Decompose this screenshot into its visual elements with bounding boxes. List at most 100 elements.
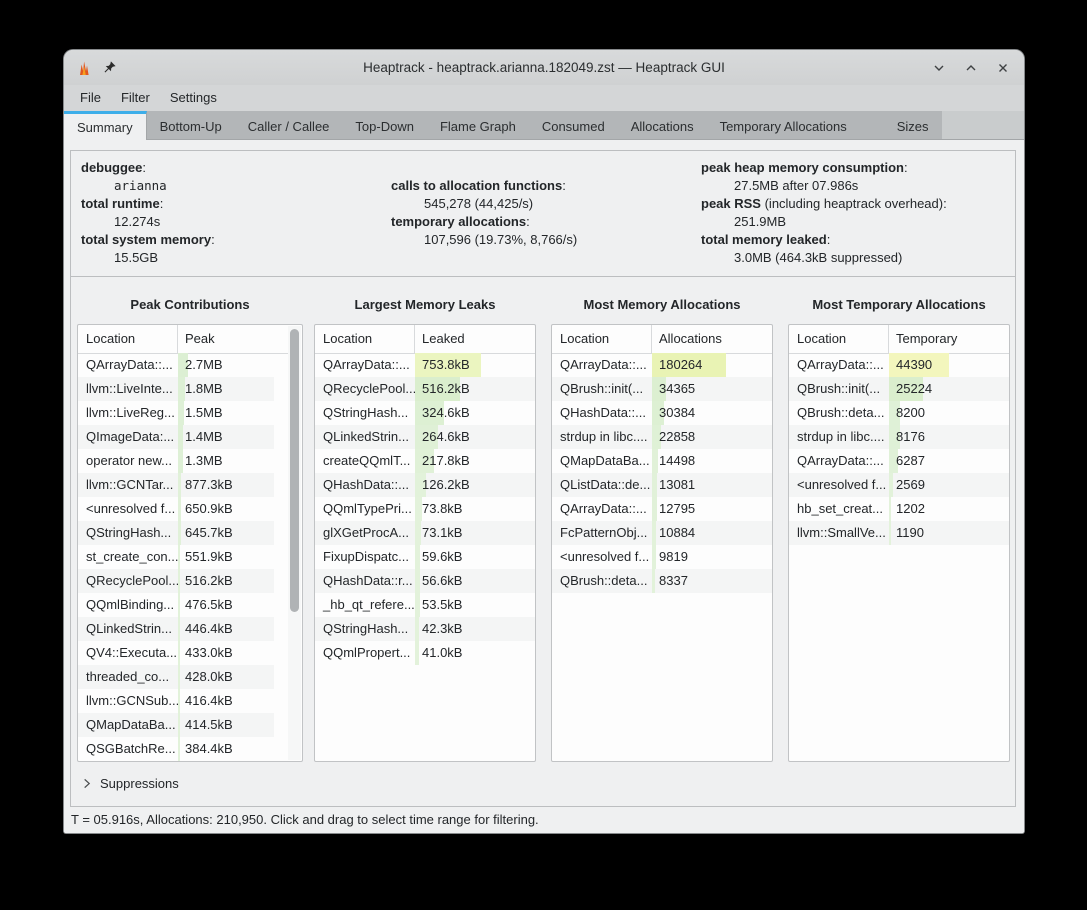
cost-bar xyxy=(415,641,419,665)
value-cell: 384.4kB xyxy=(178,737,274,761)
tab-temporary-allocations[interactable]: Temporary Allocations xyxy=(719,119,847,134)
tab-summary[interactable]: Summary xyxy=(64,111,147,140)
table-row[interactable]: QBrush::deta... 8200 xyxy=(789,401,1009,425)
value-cell: 2.7MB xyxy=(178,353,274,377)
value-text: 13081 xyxy=(659,477,696,492)
table-row[interactable]: QArrayData::... 753.8kB xyxy=(315,353,535,377)
column-header-leaked[interactable]: Leaked xyxy=(422,331,465,346)
stats-column-1: calls to allocation functions: 545,278 (4… xyxy=(391,159,577,249)
location-cell: createQQmlT... xyxy=(323,453,411,468)
table-row[interactable]: hb_set_creat... 1202 xyxy=(789,497,1009,521)
table-row[interactable]: QQmlBinding... 476.5kB xyxy=(78,593,274,617)
table-row[interactable]: QArrayData::... 180264 xyxy=(552,353,772,377)
column-header-peak[interactable]: Peak xyxy=(185,331,215,346)
table-row[interactable]: QArrayData::... 6287 xyxy=(789,449,1009,473)
table-row[interactable]: FixupDispatc... 59.6kB xyxy=(315,545,535,569)
table-row[interactable]: llvm::GCNTar... 877.3kB xyxy=(78,473,274,497)
table-row[interactable]: QMapDataBa... 14498 xyxy=(552,449,772,473)
status-bar[interactable]: T = 05.916s, Allocations: 210,950. Click… xyxy=(64,807,1024,833)
close-button[interactable] xyxy=(992,57,1014,79)
table-row[interactable]: operator new... 1.3MB xyxy=(78,449,274,473)
value-cell: 22858 xyxy=(652,425,772,449)
stat-label-temporary-allocations: temporary allocations: xyxy=(391,214,530,229)
tab-bottom-up[interactable]: Bottom-Up xyxy=(159,119,222,134)
table-row[interactable]: createQQmlT... 217.8kB xyxy=(315,449,535,473)
table-row[interactable]: QLinkedStrin... 446.4kB xyxy=(78,617,274,641)
table-row[interactable]: llvm::SmallVe... 1190 xyxy=(789,521,1009,545)
value-cell: 414.5kB xyxy=(178,713,274,737)
menu-filter[interactable]: Filter xyxy=(120,90,150,105)
table-row[interactable]: QMapDataBa... 414.5kB xyxy=(78,713,274,737)
table-row[interactable]: QStringHash... 42.3kB xyxy=(315,617,535,641)
table-row[interactable]: QV4::Executa... 433.0kB xyxy=(78,641,274,665)
menu-file[interactable]: File xyxy=(80,90,101,105)
cost-bar xyxy=(178,497,181,521)
minimize-button[interactable] xyxy=(928,57,950,79)
value-text: 645.7kB xyxy=(185,525,233,540)
table-row[interactable]: FcPatternObj... 10884 xyxy=(552,521,772,545)
column-header-location[interactable]: Location xyxy=(315,325,415,353)
value-cell: 73.8kB xyxy=(415,497,535,521)
table-row[interactable]: QStringHash... 645.7kB xyxy=(78,521,274,545)
tab-sizes[interactable]: Sizes xyxy=(896,119,929,134)
cost-bar xyxy=(652,425,661,449)
table-row[interactable]: QSGBatchRe... 384.4kB xyxy=(78,737,274,761)
pin-icon[interactable] xyxy=(102,60,117,75)
value-text: 1.5MB xyxy=(185,405,223,420)
table-row[interactable]: QQmlTypePri... 73.8kB xyxy=(315,497,535,521)
maximize-button[interactable] xyxy=(960,57,982,79)
cost-bar xyxy=(889,377,923,401)
column-header-location[interactable]: Location xyxy=(78,325,178,353)
table-row[interactable]: QStringHash... 324.6kB xyxy=(315,401,535,425)
table-row[interactable]: QHashData::r... 56.6kB xyxy=(315,569,535,593)
tab-flame-graph[interactable]: Flame Graph xyxy=(439,119,516,134)
table-row[interactable]: strdup in libc.... 22858 xyxy=(552,425,772,449)
table-row[interactable]: strdup in libc.... 8176 xyxy=(789,425,1009,449)
menu-settings[interactable]: Settings xyxy=(169,90,217,105)
tab-caller-callee[interactable]: Caller / Callee xyxy=(247,119,330,134)
table-row[interactable]: threaded_co... 428.0kB xyxy=(78,665,274,689)
column-header-allocations[interactable]: Allocations xyxy=(659,331,722,346)
location-cell: QArrayData::... xyxy=(560,501,647,516)
table-row[interactable]: QBrush::init(... 34365 xyxy=(552,377,772,401)
table-row[interactable]: QImageData:... 1.4MB xyxy=(78,425,274,449)
table-row[interactable]: QArrayData::... 2.7MB xyxy=(78,353,274,377)
table-row[interactable]: QRecyclePool... 516.2kB xyxy=(78,569,274,593)
location-cell: QBrush::deta... xyxy=(560,573,648,588)
table-row[interactable]: _hb_qt_refere... 53.5kB xyxy=(315,593,535,617)
scrollbar-thumb[interactable] xyxy=(290,329,299,612)
table-row[interactable]: <unresolved f... 650.9kB xyxy=(78,497,274,521)
column-header-temporary[interactable]: Temporary xyxy=(896,331,958,346)
column-header-location[interactable]: Location xyxy=(552,325,652,353)
table-row[interactable]: QArrayData::... 44390 xyxy=(789,353,1009,377)
vertical-scrollbar[interactable] xyxy=(288,326,301,760)
tab-allocations[interactable]: Allocations xyxy=(630,119,694,134)
tab-top-down[interactable]: Top-Down xyxy=(355,119,414,134)
table-row[interactable]: QLinkedStrin... 264.6kB xyxy=(315,425,535,449)
tab-consumed[interactable]: Consumed xyxy=(541,119,605,134)
value-text: 416.4kB xyxy=(185,693,233,708)
table-row[interactable]: QBrush::init(... 25224 xyxy=(789,377,1009,401)
suppressions-expander[interactable]: Suppressions xyxy=(81,768,179,798)
location-cell: <unresolved f... xyxy=(797,477,887,492)
title-bar[interactable]: Heaptrack - heaptrack.arianna.182049.zst… xyxy=(64,50,1024,85)
cost-bar xyxy=(178,689,180,713)
table-row[interactable]: llvm::LiveInte... 1.8MB xyxy=(78,377,274,401)
table-row[interactable]: <unresolved f... 9819 xyxy=(552,545,772,569)
table-row[interactable]: QBrush::deta... 8337 xyxy=(552,569,772,593)
table-row[interactable]: QRecyclePool... 516.2kB xyxy=(315,377,535,401)
table-row[interactable]: QListData::de... 13081 xyxy=(552,473,772,497)
table-row[interactable]: <unresolved f... 2569 xyxy=(789,473,1009,497)
table-row[interactable]: glXGetProcA... 73.1kB xyxy=(315,521,535,545)
table-row[interactable]: QHashData::... 30384 xyxy=(552,401,772,425)
table-row[interactable]: QHashData::... 126.2kB xyxy=(315,473,535,497)
value-cell: 551.9kB xyxy=(178,545,274,569)
table-row[interactable]: QQmlPropert... 41.0kB xyxy=(315,641,535,665)
table-row[interactable]: st_create_con... 551.9kB xyxy=(78,545,274,569)
cost-bar xyxy=(652,377,666,401)
column-header-location[interactable]: Location xyxy=(789,325,889,353)
table-row[interactable]: QArrayData::... 12795 xyxy=(552,497,772,521)
table-header: Location Peak xyxy=(78,325,288,354)
table-row[interactable]: llvm::LiveReg... 1.5MB xyxy=(78,401,274,425)
table-row[interactable]: llvm::GCNSub... 416.4kB xyxy=(78,689,274,713)
